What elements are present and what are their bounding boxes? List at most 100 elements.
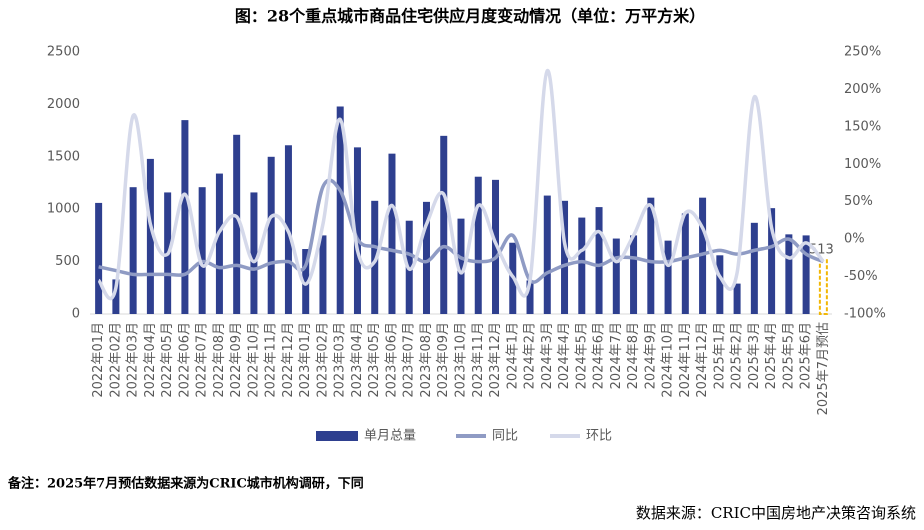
bar [630, 235, 638, 314]
bar [526, 280, 534, 314]
x-tick-label: 2022年05月 [160, 322, 175, 398]
bar [664, 240, 672, 314]
y2-tick-label: 250% [844, 45, 881, 60]
y-tick-label: 500 [55, 254, 80, 269]
x-tick-label: 2024年2月 [523, 322, 538, 389]
bar [146, 158, 154, 314]
x-tick-label: 2025年6月 [799, 322, 814, 389]
legend-label: 同比 [492, 429, 518, 444]
bar [802, 235, 810, 314]
bar [561, 200, 569, 314]
x-tick-label: 2024年12月 [695, 322, 710, 398]
x-tick-label: 2024年8月 [626, 322, 641, 389]
x-tick-label: 2022年08月 [212, 322, 227, 398]
x-tick-label: 2022年10月 [246, 322, 261, 398]
y2-tick-label: -100% [844, 307, 886, 322]
bar [267, 156, 275, 314]
data-label: 513 [809, 243, 834, 258]
x-tick-label: 2023年02月 [315, 322, 330, 398]
y-tick-label: 2000 [47, 97, 80, 112]
x-tick-label: 2022年07月 [195, 322, 210, 398]
bar [440, 135, 448, 314]
source: 数据来源：CRIC中国房地产决策咨询系统 [636, 504, 916, 522]
x-tick-label: 2023年10月 [454, 322, 469, 398]
bar [768, 208, 776, 314]
bar [647, 197, 655, 314]
x-tick-label: 2024年11月 [678, 322, 693, 398]
y2-tick-label: 0% [844, 232, 865, 247]
bar [353, 147, 361, 314]
x-tick-label: 2023年11月 [471, 322, 486, 398]
x-tick-label: 2025年1月 [712, 322, 727, 389]
x-tick-label: 2022年03月 [126, 322, 141, 398]
x-tick-label: 2022年06月 [177, 322, 192, 398]
bar [336, 106, 344, 314]
bar [95, 202, 103, 314]
x-tick-label: 2024年6月 [592, 322, 607, 389]
bar [198, 187, 206, 314]
x-tick-label: 2023年01月 [298, 322, 313, 398]
y2-tick-label: -50% [844, 269, 878, 284]
bar [595, 207, 603, 314]
x-tick-label: 2023年04月 [350, 322, 365, 398]
line [97, 68, 825, 301]
x-tick-label: 2023年05月 [367, 322, 382, 398]
bar [543, 195, 551, 314]
bar [319, 235, 327, 314]
x-tick-label: 2023年12月 [488, 322, 503, 398]
x-tick-label: 2023年08月 [419, 322, 434, 398]
line [98, 178, 825, 284]
x-tick-label: 2025年3月 [747, 322, 762, 389]
bar [474, 176, 482, 314]
x-tick-label: 2025年2月 [730, 322, 745, 389]
bar [422, 201, 430, 314]
bar [233, 134, 241, 314]
y2-tick-label: 50% [844, 194, 873, 209]
x-tick-label: 2023年06月 [384, 322, 399, 398]
bar [733, 283, 741, 314]
x-tick-label: 2023年03月 [333, 322, 348, 398]
bar [716, 255, 724, 314]
legend-swatch [316, 431, 358, 441]
bar [785, 234, 793, 314]
bar [388, 153, 396, 314]
x-tick-label: 2024年3月 [540, 322, 555, 389]
x-tick-label: 2022年02月 [108, 322, 123, 398]
y2-tick-label: 100% [844, 157, 881, 172]
legend-label: 环比 [586, 429, 612, 444]
y2-tick-label: 200% [844, 82, 881, 97]
bar [750, 222, 758, 314]
x-tick-label: 2022年11月 [264, 322, 279, 398]
bar [578, 217, 586, 314]
note: 备注：2025年7月预估数据来源为CRIC城市机构调研，下同 [7, 476, 364, 492]
bar [129, 187, 137, 314]
chart-title: 图：28个重点城市商品住宅供应月度变动情况（单位：万平方米） [235, 7, 705, 26]
bar [371, 200, 379, 314]
bar [457, 218, 465, 314]
y-tick-label: 2500 [47, 45, 80, 60]
x-tick-label: 2022年04月 [143, 322, 158, 398]
x-tick-label: 2025年7月预估 [816, 322, 831, 415]
bar [250, 192, 258, 314]
bar [681, 213, 689, 314]
y2-tick-label: 150% [844, 119, 881, 134]
bar [612, 238, 620, 314]
x-tick-label: 2025年5月 [781, 322, 796, 389]
y-tick-label: 1000 [47, 202, 80, 217]
bar [818, 259, 828, 316]
bar [215, 173, 223, 314]
x-tick-label: 2025年4月 [764, 322, 779, 389]
x-tick-label: 2024年5月 [574, 322, 589, 389]
x-tick-label: 2023年09月 [436, 322, 451, 398]
x-tick-label: 2022年09月 [229, 322, 244, 398]
bar [302, 249, 310, 314]
y-tick-label: 1500 [47, 149, 80, 164]
x-tick-label: 2024年4月 [557, 322, 572, 389]
bar [181, 120, 189, 315]
x-tick-label: 2024年9月 [643, 322, 658, 389]
legend-label: 单月总量 [364, 429, 416, 444]
x-tick-label: 2024年7月 [609, 322, 624, 389]
y-tick-label: 0 [72, 307, 80, 322]
bar [112, 279, 120, 314]
